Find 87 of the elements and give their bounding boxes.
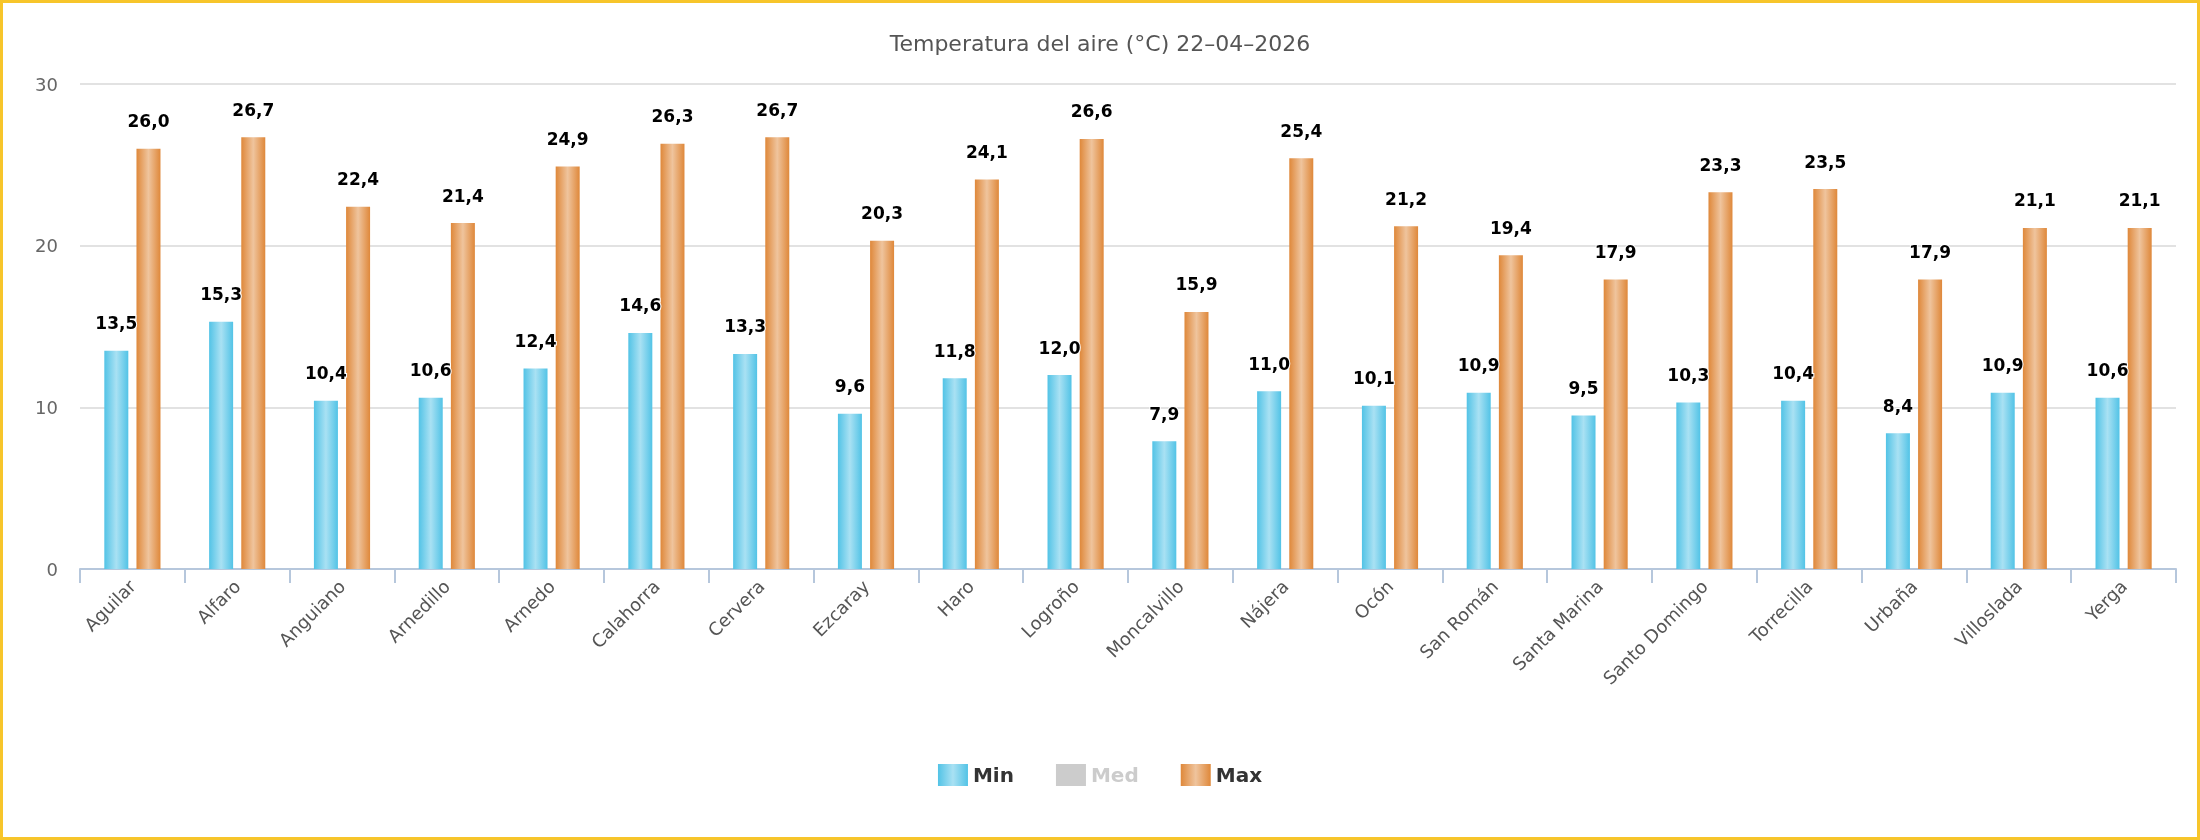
data-label: 15,3 [200,284,243,305]
data-label: 10,1 [1352,368,1395,389]
data-label: 13,3 [724,316,767,337]
data-label: 12,0 [1038,337,1081,358]
y-tick-label: 20 [35,235,58,257]
bar [104,350,129,569]
data-label: 10,3 [1667,364,1710,385]
data-label: 8,4 [1882,395,1914,416]
bar [1466,392,1491,569]
bar [942,378,967,569]
bar [241,137,266,569]
bar [1918,279,1943,569]
chart-title: Temperatura del aire (°C) 22–04–2026 [888,30,1311,56]
bar [1990,392,2015,569]
bar [1289,158,1314,569]
bar [555,166,580,569]
bar [765,137,790,569]
data-label: 21,2 [1385,188,1428,209]
bar [1152,441,1177,569]
data-label: 21,1 [2118,190,2161,211]
bar [418,397,443,569]
data-label: 26,3 [651,106,694,127]
data-label: 10,4 [304,363,348,384]
bar [523,368,548,569]
data-label: 15,9 [1175,274,1218,295]
bar [313,400,338,569]
data-label: 11,0 [1248,353,1291,374]
data-label: 19,4 [1489,217,1533,238]
data-label: 7,9 [1149,403,1180,424]
bar [1603,279,1628,569]
data-label: 24,1 [965,141,1008,162]
bar [1184,311,1209,569]
y-tick-label: 0 [46,558,58,580]
bar [1394,226,1419,569]
data-label: 21,4 [441,185,485,206]
data-label: 10,9 [1981,355,2024,376]
data-label: 24,9 [546,128,589,149]
data-label: 22,4 [337,169,380,190]
data-label: 26,6 [1070,101,1113,122]
legend-label: Max [1215,763,1263,787]
bar [628,332,653,569]
bar [136,148,161,569]
data-label: 9,6 [834,376,865,397]
bar [2095,397,2120,569]
data-label: 26,7 [756,99,799,120]
data-label: 10,6 [409,360,452,381]
data-label: 10,9 [1457,355,1500,376]
y-tick-label: 30 [35,73,58,95]
bar [346,206,371,569]
data-label: 10,6 [2086,360,2129,381]
data-label: 25,4 [1280,120,1323,141]
y-tick-label: 10 [35,396,58,418]
bar [450,223,475,569]
bar [1676,402,1701,569]
data-label: 20,3 [861,203,904,224]
data-label: 11,8 [933,340,976,361]
data-label: 17,9 [1594,242,1637,263]
bar [1781,400,1806,569]
bar [2022,227,2047,569]
bar [1361,405,1386,569]
data-label: 26,0 [127,111,170,132]
bar [1885,433,1910,569]
data-label: 12,4 [514,331,557,352]
data-label: 23,5 [1804,151,1847,172]
bar [1079,138,1104,569]
data-label: 9,5 [1568,377,1599,398]
bar [1047,375,1072,569]
bar [1571,415,1596,569]
data-label: 13,5 [95,313,138,334]
bar [209,321,234,569]
bar [1498,255,1523,569]
data-label: 26,7 [232,99,275,120]
data-label: 14,6 [619,295,662,316]
bar [2127,227,2152,569]
data-label: 21,1 [2013,190,2056,211]
bar [660,143,685,569]
bar [1257,391,1282,569]
data-label: 17,9 [1909,242,1952,263]
bar [974,179,999,569]
data-label: 10,4 [1772,363,1815,384]
data-label: 23,3 [1699,154,1742,175]
bar [870,240,895,569]
legend-label: Min [972,763,1014,787]
bar [837,413,862,569]
bar [733,353,758,569]
bar [1708,192,1733,569]
bar [1813,189,1838,569]
